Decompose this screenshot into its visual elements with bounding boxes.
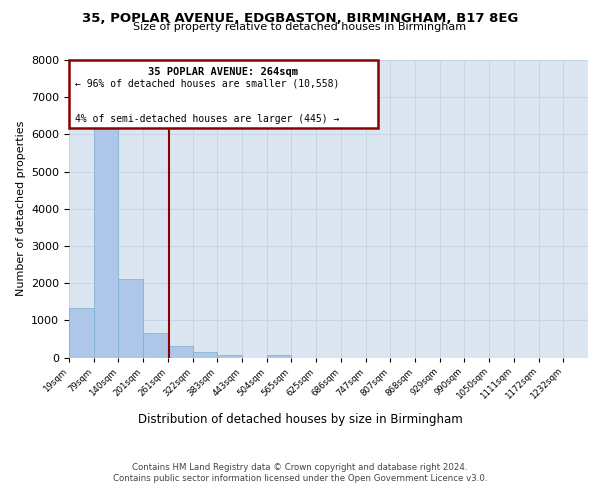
Y-axis label: Number of detached properties: Number of detached properties xyxy=(16,121,26,296)
Bar xyxy=(168,346,193,358)
Bar xyxy=(217,354,242,358)
Bar xyxy=(94,112,118,358)
FancyBboxPatch shape xyxy=(69,60,378,128)
Bar xyxy=(69,308,94,358)
Bar xyxy=(193,352,217,358)
Text: ← 96% of detached houses are smaller (10,558): ← 96% of detached houses are smaller (10… xyxy=(75,78,340,88)
Text: Size of property relative to detached houses in Birmingham: Size of property relative to detached ho… xyxy=(133,22,467,32)
Bar xyxy=(118,280,143,357)
Text: 4% of semi-detached houses are larger (445) →: 4% of semi-detached houses are larger (4… xyxy=(75,114,340,124)
Text: 35 POPLAR AVENUE: 264sqm: 35 POPLAR AVENUE: 264sqm xyxy=(148,68,298,78)
Bar xyxy=(267,354,292,358)
Text: Contains HM Land Registry data © Crown copyright and database right 2024.: Contains HM Land Registry data © Crown c… xyxy=(132,462,468,471)
Text: Distribution of detached houses by size in Birmingham: Distribution of detached houses by size … xyxy=(137,412,463,426)
Text: 35, POPLAR AVENUE, EDGBASTON, BIRMINGHAM, B17 8EG: 35, POPLAR AVENUE, EDGBASTON, BIRMINGHAM… xyxy=(82,12,518,26)
Text: Contains public sector information licensed under the Open Government Licence v3: Contains public sector information licen… xyxy=(113,474,487,483)
Bar xyxy=(143,334,168,357)
